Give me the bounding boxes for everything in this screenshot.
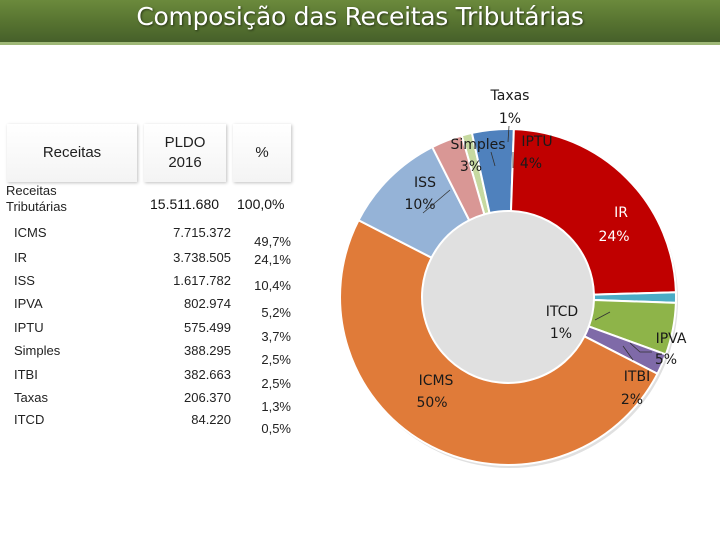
data-label-taxas-name: Taxas: [490, 88, 530, 104]
data-label-itcd-name: ITCD: [546, 304, 578, 320]
data-label-ipva-pct: 5%: [655, 352, 677, 368]
data-label-itcd-pct: 1%: [550, 326, 572, 342]
data-label-itbi-name: ITBI: [624, 369, 650, 385]
data-label-icms-name: ICMS: [419, 373, 454, 389]
data-label-iss-name: ISS: [414, 175, 436, 191]
data-label-ipva-name: IPVA: [656, 331, 687, 347]
data-label-simples-name: Simples: [450, 137, 505, 153]
data-label-taxas-pct: 1%: [499, 111, 521, 127]
data-label-ir-pct: 24%: [598, 229, 629, 245]
data-label-icms-pct: 50%: [416, 395, 447, 411]
data-label-simples-pct: 3%: [460, 159, 482, 175]
data-label-ir-name: IR: [614, 205, 628, 221]
doughnut-chart: Taxas1%IPTU4%IR24%ITCD1% IPVA5%ITBI2%ICMS…: [0, 0, 720, 540]
data-label-iptu-pct: 4%: [520, 156, 542, 172]
data-label-itbi-pct: 2%: [621, 392, 643, 408]
data-label-iptu-name: IPTU: [521, 134, 552, 150]
data-label-iss-pct: 10%: [404, 197, 435, 213]
